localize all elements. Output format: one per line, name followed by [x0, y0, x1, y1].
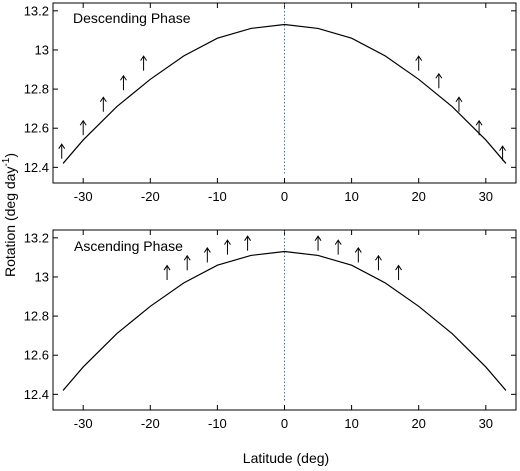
x-tick-label: 30 — [479, 189, 493, 204]
arrow-mark — [395, 264, 402, 281]
y-tick-label: 13.2 — [24, 3, 49, 18]
x-tick-label: 10 — [344, 189, 358, 204]
x-tick-label: -30 — [74, 189, 93, 204]
chart-panel-ascending: Ascending Phase -30 -20 -10 0 10 20 30 12.4 12.6… — [24, 229, 517, 431]
x-axis-label: Latitude (deg) — [243, 450, 329, 466]
arrow-mark — [79, 119, 87, 136]
arrow-mark — [163, 264, 171, 281]
arrow-mark — [415, 55, 423, 71]
x-tick-label: 20 — [411, 189, 425, 204]
arrow-mark — [244, 235, 252, 251]
rotation-curve — [62, 250, 507, 391]
arrow-mark — [120, 74, 127, 91]
arrow-mark — [58, 143, 66, 159]
arrow-mark — [334, 239, 342, 255]
x-tick-label: 0 — [281, 416, 288, 431]
y-tick-label: 12.4 — [24, 387, 49, 402]
chart-panel-descending: Descending Phase -30 -20 -10 0 10 20 30 12.4 12.… — [24, 2, 517, 204]
arrow-mark — [99, 96, 107, 112]
arrow-mark — [314, 235, 322, 251]
y-tick-label: 13.2 — [24, 230, 49, 245]
x-tick-label: -30 — [74, 416, 93, 431]
chart-title: Ascending Phase — [74, 238, 183, 254]
y-tick-label: 12.6 — [24, 348, 49, 363]
arrow-mark — [203, 247, 211, 263]
arrow-mark — [435, 72, 443, 89]
rotation-curve — [62, 23, 507, 164]
arrow-mark — [183, 254, 191, 271]
x-tick-label: 20 — [411, 416, 425, 431]
arrow-mark — [354, 247, 362, 263]
x-tick-label: 0 — [281, 189, 288, 204]
y-tick-label: 12.6 — [24, 121, 49, 136]
x-tick-label: -20 — [141, 416, 160, 431]
x-tick-label: -10 — [208, 189, 227, 204]
y-tick-label: 13 — [35, 42, 49, 57]
chart-title: Descending Phase — [73, 10, 191, 26]
x-tick-label: 30 — [479, 416, 493, 431]
x-tick-label: -10 — [208, 416, 227, 431]
arrow-mark — [224, 239, 231, 255]
y-tick-label: 13 — [35, 269, 49, 284]
y-axis-label: Rotation (deg day-1) — [1, 153, 18, 277]
arrow-mark — [499, 145, 506, 161]
arrow-mark — [375, 254, 382, 271]
arrow-mark — [455, 96, 463, 112]
arrow-mark — [475, 119, 483, 136]
y-tick-label: 12.8 — [24, 309, 49, 324]
x-tick-label: -20 — [141, 189, 160, 204]
x-tick-label: 10 — [344, 416, 358, 431]
y-tick-label: 12.4 — [24, 160, 49, 175]
y-tick-label: 12.8 — [24, 82, 49, 97]
arrow-mark — [140, 55, 148, 71]
